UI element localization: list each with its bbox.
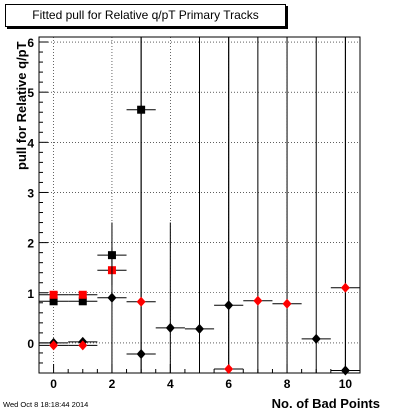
diamond-marker	[224, 363, 234, 374]
diamond-marker	[49, 340, 59, 351]
data-point	[184, 37, 215, 373]
diamond-marker	[107, 292, 117, 303]
x-tick-label: 10	[339, 377, 353, 391]
x-tick-label: 8	[284, 377, 291, 391]
y-tick-label: 4	[27, 136, 34, 150]
x-tick-label: 4	[167, 377, 174, 391]
data-point	[39, 340, 69, 351]
data-point	[68, 340, 98, 351]
y-tick-label: 1	[27, 287, 34, 301]
diamond-marker	[195, 323, 204, 334]
y-tick-label: 3	[27, 186, 34, 200]
x-tick-label: 2	[109, 377, 116, 391]
data-point	[97, 222, 127, 373]
data-point	[243, 37, 273, 373]
data-point	[330, 37, 360, 373]
y-tick-label: 5	[27, 86, 34, 100]
y-tick-label: 0	[27, 337, 34, 351]
data-point	[214, 37, 244, 374]
diamond-marker	[282, 298, 292, 309]
diamond-marker	[311, 333, 321, 344]
square-marker	[78, 290, 87, 299]
data-point	[39, 290, 69, 299]
diamond-marker	[340, 282, 350, 293]
square-marker	[49, 297, 58, 306]
square-marker	[78, 297, 87, 306]
data-point	[68, 297, 98, 306]
x-tick-label: 0	[50, 377, 57, 391]
diamond-marker	[165, 322, 175, 333]
data-point	[155, 222, 185, 373]
x-axis-label: No. of Bad Points	[271, 396, 380, 411]
data-point	[301, 37, 331, 373]
x-tick-label: 6	[225, 377, 232, 391]
square-marker	[49, 290, 58, 299]
diamond-marker	[253, 295, 263, 306]
data-point	[68, 290, 98, 299]
date-stamp: Wed Oct 8 18:18:44 2014	[3, 400, 89, 409]
data-point	[39, 297, 69, 306]
diamond-marker	[78, 340, 88, 351]
y-tick-label: 6	[27, 36, 34, 50]
chart-title: Fitted pull for Relative q/pT Primary Tr…	[5, 4, 286, 27]
data-point	[272, 37, 302, 373]
data-point	[126, 37, 156, 373]
y-tick-label: 2	[27, 237, 34, 251]
diamond-marker	[136, 296, 146, 307]
y-axis-label: pull for Relative q/pT	[14, 41, 29, 170]
